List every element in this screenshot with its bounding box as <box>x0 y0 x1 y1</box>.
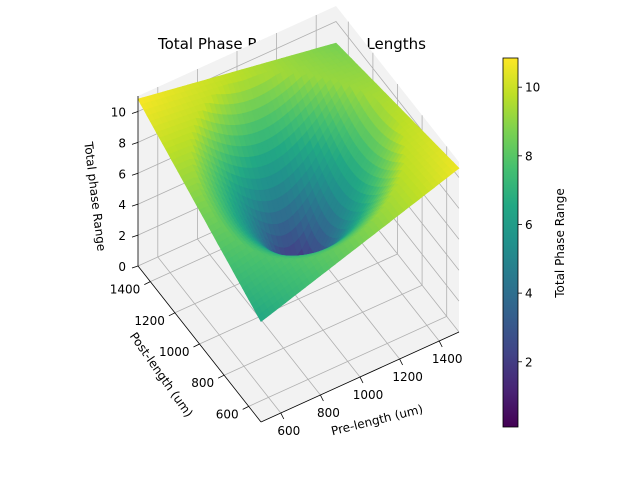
colorbar: 2 4 6 8 10 Total Phase Range <box>502 57 567 428</box>
colorbar-label: Total Phase Range <box>553 188 567 299</box>
z-tick-label: 0 <box>118 260 126 274</box>
colorbar-gradient <box>502 57 519 428</box>
x-tick-mark <box>320 394 324 402</box>
x-tick-mark <box>438 340 443 348</box>
z-tick-mark <box>131 172 139 176</box>
y-tick-mark <box>242 406 249 410</box>
surface-patch <box>450 164 460 173</box>
z-axis-label: Total phase Range <box>81 140 108 252</box>
y-tick-mark <box>168 312 176 317</box>
z-tick-mark <box>131 234 139 238</box>
z-tick-label: 8 <box>118 136 126 150</box>
x-axis-label: Pre-length (um) <box>330 402 425 438</box>
y-tick-mark <box>217 374 225 379</box>
y-tick-label: 600 <box>216 407 239 421</box>
y-tick-mark <box>193 343 200 348</box>
colorbar-tick-label: 10 <box>525 81 540 95</box>
x-tick-label: 1400 <box>432 352 463 366</box>
y-tick-mark <box>144 281 151 285</box>
y-axis-label: Post-length (um) <box>127 330 196 420</box>
y-tick-label: 1000 <box>159 345 190 359</box>
z-tick-mark <box>131 265 139 269</box>
colorbar-ticks: 2 4 6 8 10 <box>518 81 540 369</box>
colorbar-tick-label: 2 <box>525 355 533 369</box>
x-tick-label: 1000 <box>353 388 384 402</box>
surface-plot <box>137 42 460 323</box>
x-tick-label: 800 <box>317 406 340 420</box>
y-tick-label: 800 <box>191 376 214 390</box>
x-tick-mark <box>280 412 285 420</box>
axis-ticks: 600 800 1000 1200 1400 600 800 1000 1200 1400 0 2 4 6… <box>110 105 463 438</box>
z-tick-label: 4 <box>118 198 126 212</box>
x-tick-mark <box>359 376 364 384</box>
y-tick-label: 1400 <box>110 283 141 297</box>
z-tick-mark <box>131 141 139 145</box>
z-tick-label: 2 <box>118 229 126 243</box>
z-tick-mark <box>131 111 139 114</box>
colorbar-tick-label: 6 <box>525 218 533 232</box>
axes-3d: 600 800 1000 1200 1400 600 800 1000 1200 1400 0 2 4 6… <box>110 6 463 438</box>
z-tick-mark <box>131 203 139 207</box>
z-tick-label: 10 <box>111 105 126 119</box>
colorbar-tick-label: 4 <box>525 287 533 301</box>
x-tick-label: 600 <box>277 424 300 438</box>
y-tick-label: 1200 <box>134 314 165 328</box>
colorbar-tick-label: 8 <box>525 149 533 163</box>
x-tick-label: 1200 <box>392 370 423 384</box>
x-tick-mark <box>399 358 403 366</box>
z-tick-label: 6 <box>118 167 126 181</box>
